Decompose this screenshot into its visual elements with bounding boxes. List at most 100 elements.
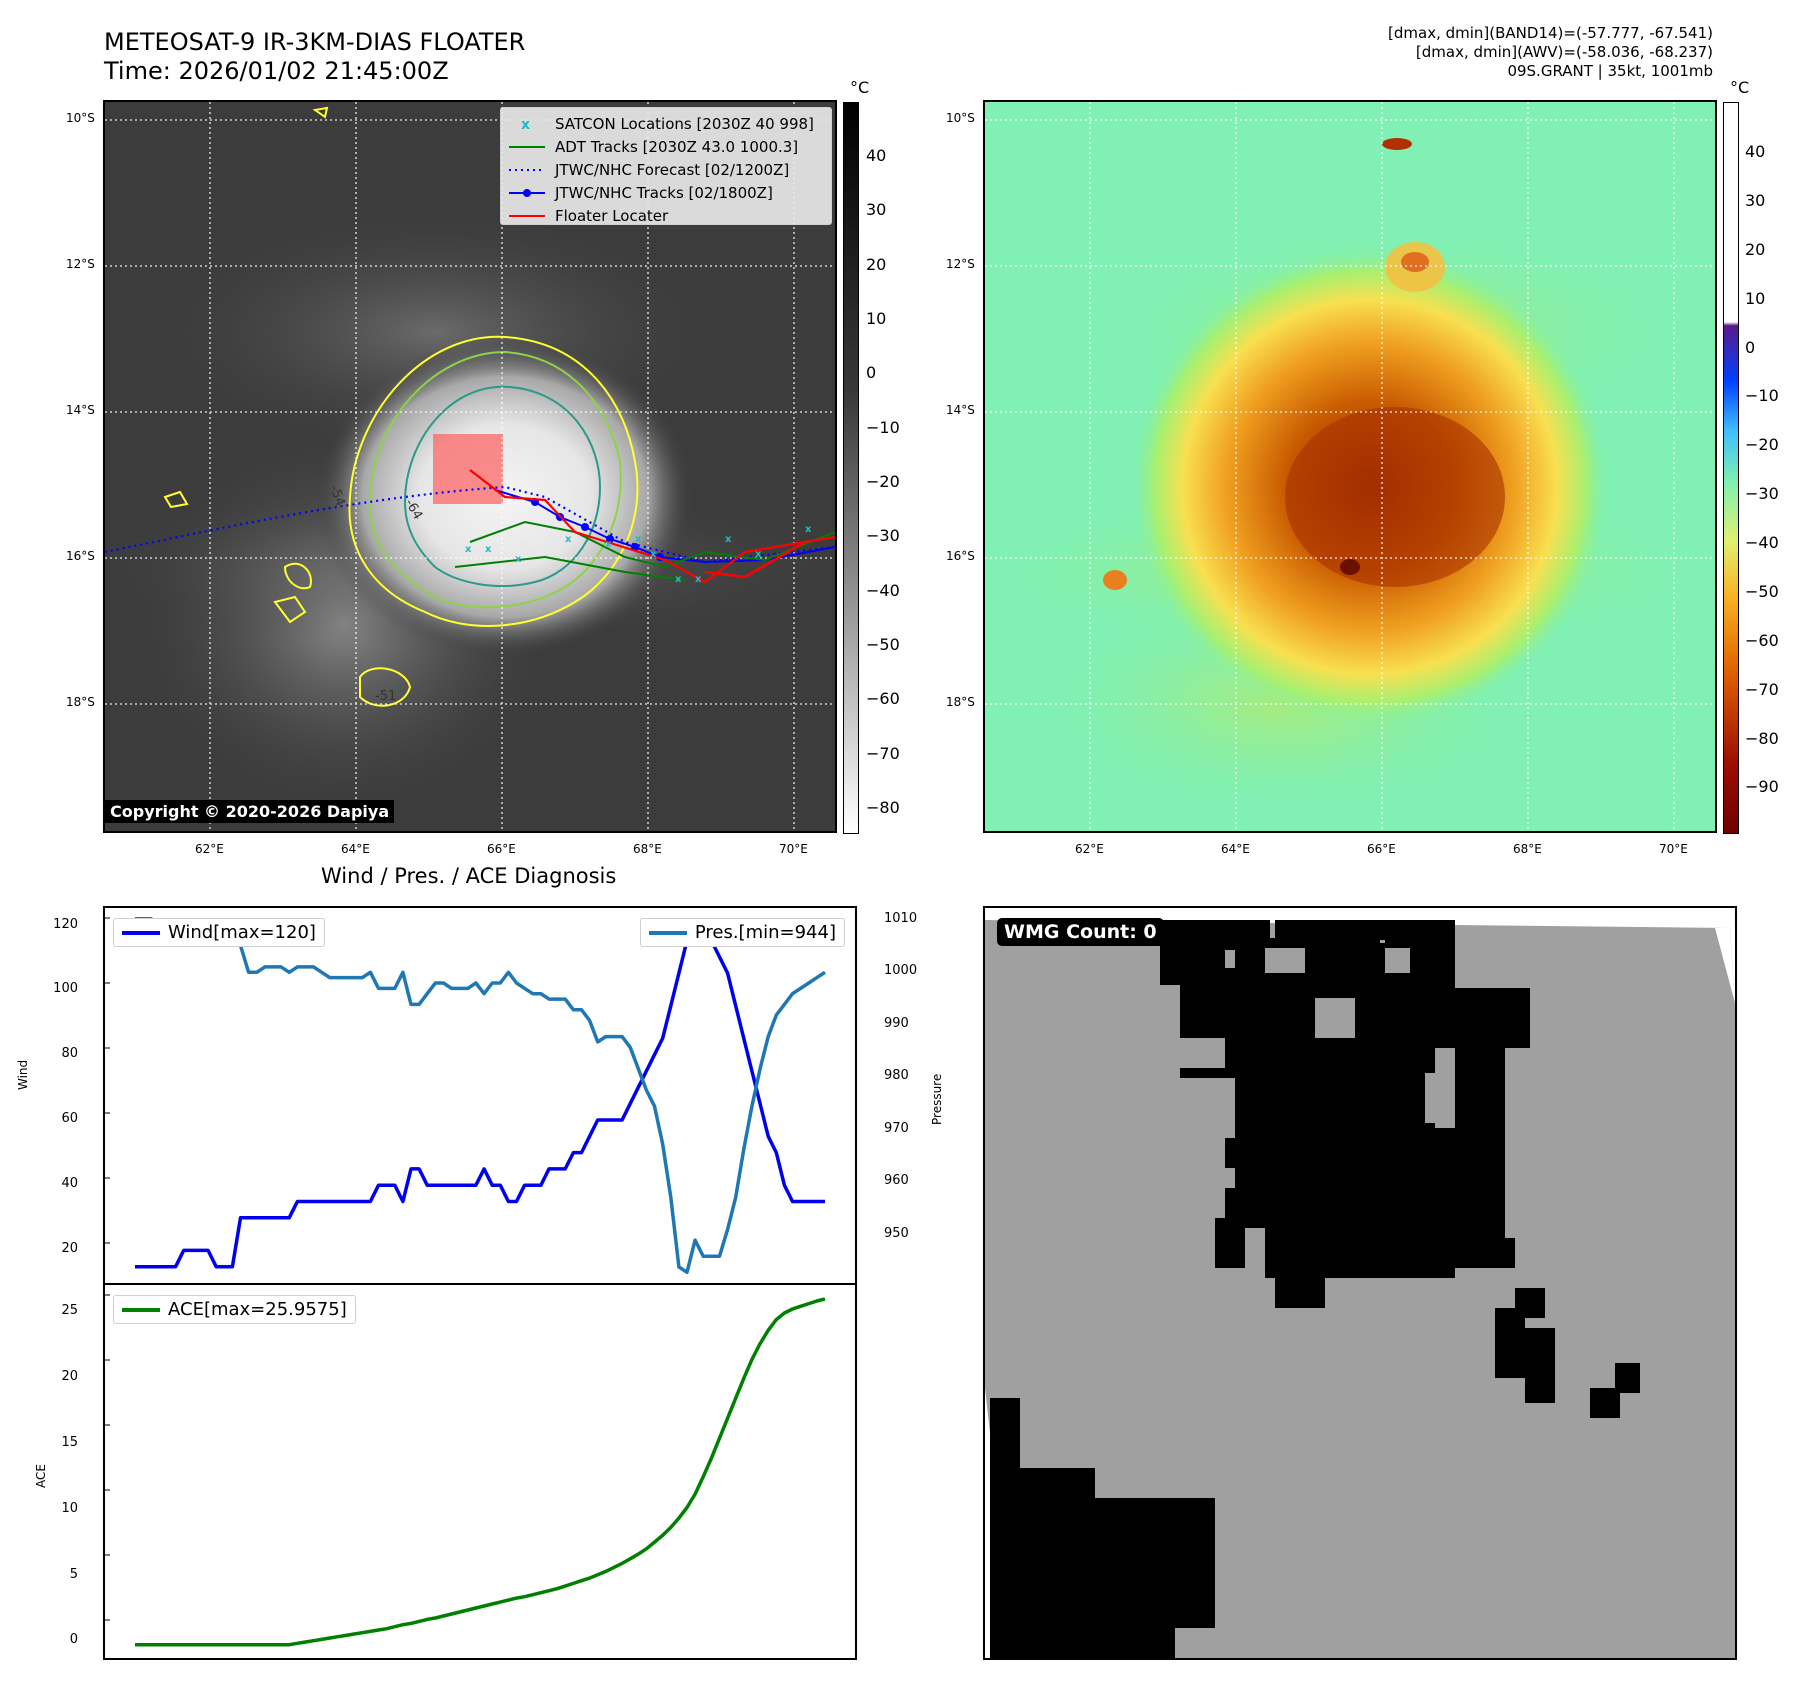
svg-text:x: x	[521, 117, 530, 131]
awv-colorbar-tick: −40	[1745, 533, 1779, 552]
lon-label: 70°E	[1659, 842, 1688, 856]
svg-text:x: x	[725, 534, 732, 545]
ace-tick: 5	[69, 1567, 78, 1582]
svg-text:x: x	[675, 574, 682, 585]
lat-label: 14°S	[946, 403, 975, 417]
lat-label: 16°S	[66, 549, 95, 563]
pressure-axis-label: Pressure	[930, 1073, 944, 1125]
ir-colorbar-tick: −80	[866, 798, 900, 817]
awv-colorbar-tick: 10	[1745, 289, 1766, 308]
legend-item-tracks: JTWC/NHC Tracks [02/1800Z]	[509, 181, 823, 204]
pressure-line	[135, 916, 826, 1275]
pressure-tick: 1000	[884, 963, 918, 978]
wind-legend: Wind[max=120]	[113, 918, 325, 947]
svg-text:x: x	[465, 544, 472, 555]
awv-colorbar-tick: 40	[1745, 142, 1766, 161]
wmg-count-label: WMG Count: 0	[997, 918, 1164, 946]
timestamp: Time: 2026/01/02 21:45:00Z	[104, 57, 449, 85]
contour-label: -51	[375, 689, 396, 704]
svg-text:x: x	[755, 549, 762, 560]
lat-label: 18°S	[66, 695, 95, 709]
ace-tick: 25	[61, 1303, 78, 1318]
ace-axis-label: ACE	[34, 1464, 48, 1488]
lat-label: 12°S	[946, 257, 975, 271]
pressure-tick: 980	[884, 1068, 909, 1083]
copyright-label: Copyright © 2020-2026 Dapiya	[105, 800, 395, 823]
awv-colorbar-tick: −90	[1745, 777, 1779, 796]
ir-colorbar-tick: 20	[866, 255, 887, 274]
ir-colorbar-tick: −20	[866, 472, 900, 491]
ir-colorbar	[843, 102, 859, 834]
legend-label: JTWC/NHC Tracks [02/1800Z]	[555, 183, 773, 202]
wind-tick: 80	[61, 1046, 78, 1061]
legend-label: SATCON Locations [2030Z 40 998]	[555, 114, 814, 133]
svg-text:x: x	[565, 534, 572, 545]
svg-text:x: x	[635, 534, 642, 545]
info-storm: 09S.GRANT | 35kt, 1001mb	[1507, 62, 1713, 80]
lon-label: 62°E	[1075, 842, 1104, 856]
lon-label: 64°E	[341, 842, 370, 856]
wind-pressure-panel: Wind[max=120] Pres.[min=944]	[103, 906, 857, 1285]
ace-plot	[105, 1294, 826, 1647]
awv-colorbar-unit: °C	[1730, 78, 1750, 97]
wind-tick: 20	[61, 1241, 78, 1256]
ace-line	[135, 1297, 826, 1647]
lon-label: 68°E	[1513, 842, 1542, 856]
wind-pressure-plot	[105, 916, 826, 1275]
wind-tick: 120	[53, 917, 78, 932]
ir-colorbar-tick: −10	[866, 418, 900, 437]
ir-colorbar-tick: 10	[866, 309, 887, 328]
ir-colorbar-tick: 40	[866, 146, 887, 165]
ir-colorbar-tick: 30	[866, 200, 887, 219]
pressure-legend-label: Pres.[min=944]	[694, 922, 836, 943]
awv-map-image	[985, 102, 1715, 831]
diagnosis-title: Wind / Pres. / ACE Diagnosis	[321, 864, 617, 888]
lat-label: 14°S	[66, 403, 95, 417]
pressure-tick: 990	[884, 1016, 909, 1031]
lat-label: 10°S	[66, 111, 95, 125]
lon-label: 70°E	[779, 842, 808, 856]
svg-text:x: x	[695, 574, 702, 585]
awv-colorbar-tick: −20	[1745, 435, 1779, 454]
ir-colorbar-tick: −50	[866, 635, 900, 654]
pressure-tick: 960	[884, 1173, 909, 1188]
svg-text:x: x	[485, 544, 492, 555]
lat-label: 12°S	[66, 257, 95, 271]
ir-colorbar-tick: 0	[866, 363, 877, 382]
awv-colorbar	[1723, 102, 1739, 834]
ir-colorbar-tick: −70	[866, 744, 900, 763]
awv-colorbar-tick: 20	[1745, 240, 1766, 259]
ir-colorbar-tick: −40	[866, 581, 900, 600]
legend-label: JTWC/NHC Forecast [02/1200Z]	[555, 160, 790, 179]
lon-label: 66°E	[487, 842, 516, 856]
lat-label: 16°S	[946, 549, 975, 563]
lat-label: 18°S	[946, 695, 975, 709]
ace-tick: 15	[61, 1435, 78, 1450]
lon-label: 66°E	[1367, 842, 1396, 856]
info-awv: [dmax, dmin](AWV)=(-58.036, -68.237)	[1415, 43, 1713, 61]
wmg-panel: WMG Count: 0	[983, 906, 1737, 1660]
lon-label: 62°E	[195, 842, 224, 856]
awv-colorbar-tick: 0	[1745, 338, 1756, 357]
lon-label: 64°E	[1221, 842, 1250, 856]
awv-colorbar-tick: −70	[1745, 680, 1779, 699]
svg-text:x: x	[605, 539, 612, 550]
legend-item-adt: ADT Tracks [2030Z 43.0 1000.3]	[509, 135, 823, 158]
lat-label: 10°S	[946, 111, 975, 125]
awv-colorbar-tick: −10	[1745, 386, 1779, 405]
contour-label: -54	[326, 483, 347, 508]
svg-text:x: x	[515, 554, 522, 565]
ace-tick: 0	[69, 1632, 78, 1647]
wind-axis-label: Wind	[16, 1059, 30, 1090]
wmg-image	[985, 920, 1735, 1658]
wind-line	[135, 922, 825, 1269]
info-band14: [dmax, dmin](BAND14)=(-57.777, -67.541)	[1388, 24, 1713, 42]
wind-tick: 100	[53, 981, 78, 996]
awv-colorbar-tick: −50	[1745, 582, 1779, 601]
satellite-title: METEOSAT-9 IR-3KM-DIAS FLOATER	[104, 28, 526, 56]
pressure-tick: 950	[884, 1226, 909, 1241]
ir-colorbar-tick: −60	[866, 689, 900, 708]
ir-colorbar-unit: °C	[850, 78, 870, 97]
ace-panel: ACE[max=25.9575]	[103, 1283, 857, 1660]
wind-tick: 40	[61, 1176, 78, 1191]
